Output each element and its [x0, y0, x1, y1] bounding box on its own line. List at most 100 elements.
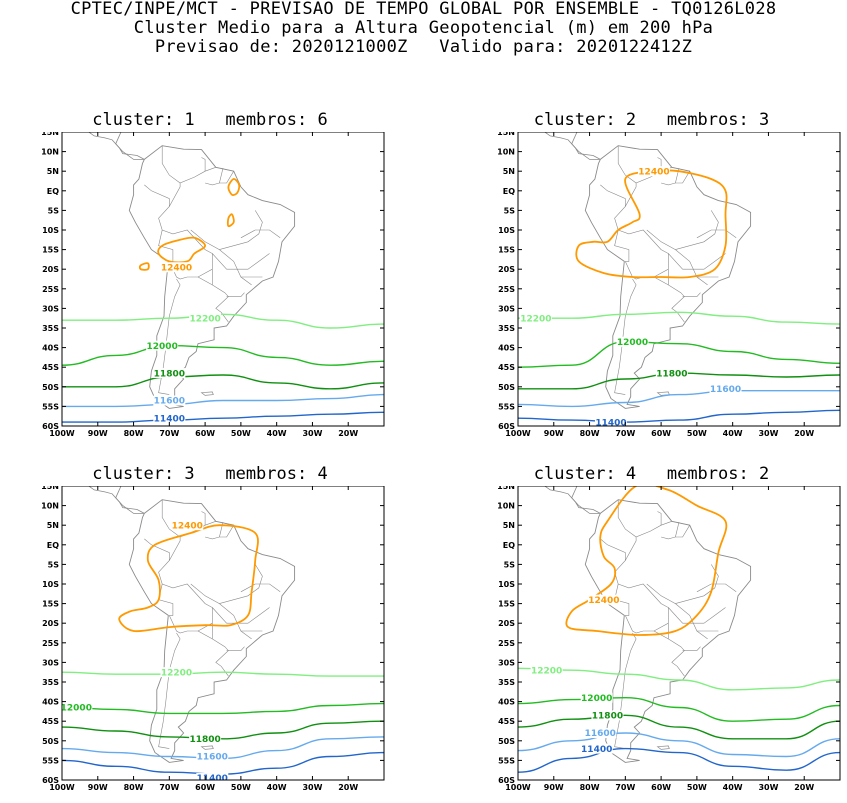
contour-label-12000-bg — [146, 340, 179, 351]
lon-label: 50W — [231, 783, 251, 792]
contour-label-11400-bg — [580, 743, 613, 754]
lat-label: 15S — [498, 600, 515, 609]
lat-label: EQ — [503, 187, 515, 196]
contour-12400 — [575, 169, 728, 279]
lon-label: 70W — [615, 783, 635, 792]
lat-label: 15S — [498, 246, 515, 255]
contour-12000 — [518, 340, 840, 368]
contour-label-11600: 11600 — [710, 385, 741, 395]
map-panel-4: 12200 12000 11800 11600 11400 12400 15N 10N 5N EQ… — [497, 486, 841, 792]
country-border — [646, 583, 708, 640]
country-border — [617, 145, 637, 184]
lon-label: 90W — [544, 783, 564, 792]
lon-label: 70W — [159, 429, 179, 438]
contour-label-12000-bg — [580, 692, 613, 703]
contour-label-11600-bg — [196, 751, 229, 762]
lat-label: 15S — [42, 246, 59, 255]
map-area: 12200 12000 11800 11600 11400 12400 — [62, 486, 384, 780]
lon-label: 30W — [302, 429, 322, 438]
contour-label-12200-bg — [160, 667, 193, 678]
contour-label-11600-bg — [153, 395, 186, 406]
country-border — [614, 229, 630, 262]
contour-label-12400: 12400 — [161, 263, 192, 273]
central-america-coastline — [571, 132, 601, 160]
country-border — [682, 292, 701, 297]
country-border — [158, 632, 181, 749]
panel-cluster-2: cluster: 2 membros: 3 12200 12000 11800 116… — [456, 110, 847, 450]
contour-label-11600: 11600 — [154, 397, 185, 407]
country-border — [158, 278, 181, 395]
lat-label: 5S — [48, 206, 60, 215]
map-area: 12200 12000 11800 11600 11400 12400 — [62, 132, 384, 424]
country-border — [226, 292, 245, 297]
map-frame — [61, 132, 385, 427]
country-border — [675, 210, 719, 250]
contour-label-12200: 12200 — [531, 666, 562, 676]
contour-label-12400-bg — [587, 594, 620, 605]
country-border — [169, 167, 216, 207]
lat-label: 10N — [41, 148, 59, 157]
lat-label: 60S — [498, 422, 515, 431]
lat-label: 25S — [498, 639, 515, 648]
contour-label-11800-bg — [189, 733, 222, 744]
country-border — [219, 168, 224, 184]
lat-label: 40S — [498, 344, 515, 353]
contour-label-11800: 11800 — [154, 369, 185, 379]
country-border — [653, 630, 685, 677]
lon-label: 80W — [124, 429, 144, 438]
country-border — [219, 210, 263, 250]
contour-12200 — [518, 667, 840, 691]
central-america-coastline — [87, 132, 145, 160]
figure-header: CPTEC/INPE/MCT - PREVISAO DE TEMPO GLOBA… — [0, 0, 847, 57]
lat-label: 30S — [498, 658, 515, 667]
lat-label: 5N — [47, 521, 59, 530]
lat-label: 5S — [504, 560, 516, 569]
lat-label: 15S — [42, 600, 59, 609]
lon-label: 70W — [615, 429, 635, 438]
contour-label-11400-bg — [595, 417, 628, 426]
contour-12200 — [518, 311, 840, 325]
contour-12200 — [62, 671, 384, 677]
country-border — [682, 646, 701, 651]
country-border — [201, 157, 206, 172]
header-line-1: CPTEC/INPE/MCT - PREVISAO DE TEMPO GLOBA… — [70, 0, 777, 19]
lat-label: 10N — [497, 502, 515, 511]
lat-label: 35S — [498, 324, 515, 333]
lat-label: 25S — [498, 285, 515, 294]
lon-label: 60W — [195, 783, 215, 792]
contour-12200 — [62, 313, 384, 329]
contour-label-12200: 12200 — [520, 314, 551, 324]
header-line-2: Cluster Medio para a Altura Geopotencial… — [133, 18, 714, 38]
central-america-coastline — [571, 486, 601, 514]
lat-label: 55S — [498, 756, 515, 765]
country-border — [144, 184, 213, 280]
lon-label: 20W — [338, 429, 358, 438]
country-border — [190, 229, 252, 286]
lat-label: 40S — [42, 698, 59, 707]
lon-label: 100W — [505, 429, 531, 438]
lat-label: 45S — [498, 717, 515, 726]
island-outline — [200, 745, 214, 750]
contour-label-11800-bg — [153, 368, 186, 379]
lat-label: 55S — [498, 402, 515, 411]
country-border — [201, 511, 206, 526]
lat-label: 50S — [42, 383, 59, 392]
contour-label-12000: 12000 — [581, 694, 612, 704]
central-america-coastline — [87, 486, 145, 514]
lat-label: EQ — [47, 187, 59, 196]
south-america-coastline — [128, 145, 296, 409]
contour-label-11800: 11800 — [189, 735, 220, 745]
contour-label-11600-bg — [584, 727, 617, 738]
contour-label-12000-bg — [62, 702, 93, 713]
lat-label: 20S — [498, 265, 515, 274]
lon-label: 20W — [794, 429, 814, 438]
lat-label: 60S — [498, 776, 515, 785]
lat-label: 25S — [42, 285, 59, 294]
central-america-coastline — [115, 132, 145, 160]
country-border — [675, 522, 680, 538]
country-border — [696, 229, 737, 239]
contour-11800 — [62, 374, 384, 390]
lat-label: 35S — [42, 678, 59, 687]
map-panel-3: 12200 12000 11800 11600 11400 12400 15N 10N 5N EQ… — [41, 486, 385, 792]
country-border — [625, 521, 672, 561]
